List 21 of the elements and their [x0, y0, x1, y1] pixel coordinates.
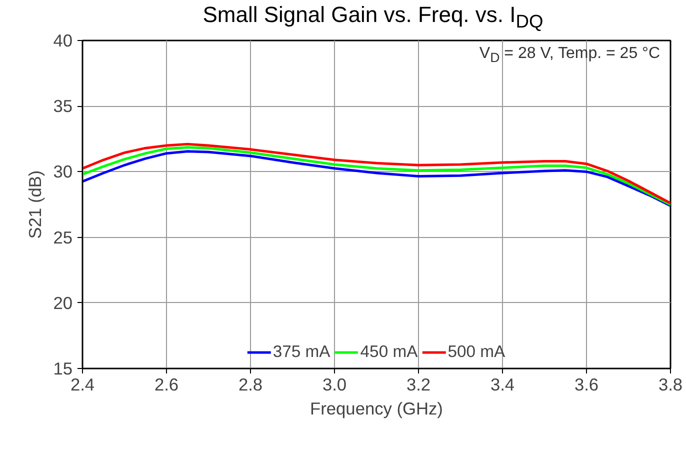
legend-label: 450 mA — [360, 342, 418, 362]
x-tick-label: 2.6 — [154, 374, 179, 394]
annotation: V$_{D}$ = 28 V, Temp. = 25 °C — [479, 45, 660, 68]
y-tick-label: 25 — [53, 227, 73, 248]
y-tick-label: 15 — [53, 358, 73, 378]
y-tick-label: 20 — [53, 292, 73, 313]
legend-label: 500 mA — [448, 342, 506, 362]
x-tick-label: 3.4 — [490, 374, 515, 394]
y-tick-label: 35 — [53, 96, 73, 116]
y-tick-label: 30 — [53, 162, 73, 182]
x-axis-title: Frequency (GHz) — [310, 398, 443, 418]
x-tick-label: 3.0 — [322, 374, 347, 394]
chart-title: Small Signal Gain vs. Freq. vs. I$_{DQ}$ — [202, 1, 544, 34]
legend-label: 375 mA — [272, 342, 330, 362]
x-tick-label: 2.8 — [238, 374, 263, 394]
y-axis-title: S21 (dB) — [25, 170, 46, 239]
x-tick-label: 3.2 — [406, 374, 431, 394]
y-tick-label: 40 — [53, 30, 73, 50]
x-tick-label: 3.6 — [574, 374, 599, 394]
x-tick-label: 3.8 — [658, 374, 683, 394]
x-tick-label: 2.4 — [70, 374, 95, 394]
